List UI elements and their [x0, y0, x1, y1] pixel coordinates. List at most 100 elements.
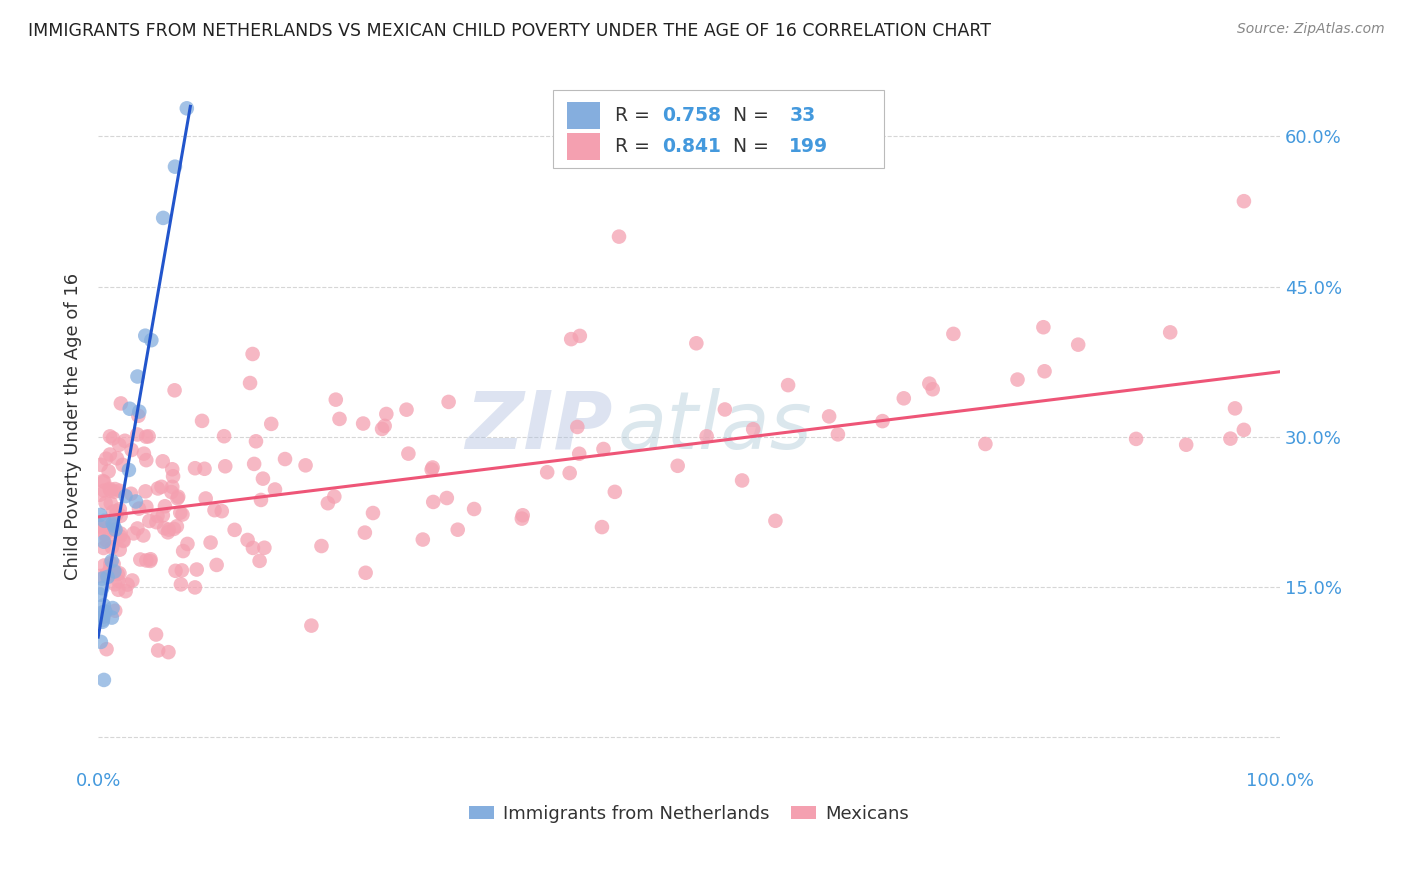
Point	[135, 430, 157, 444]
Point	[249, 554, 271, 568]
Point	[169, 506, 191, 520]
Point	[918, 376, 941, 391]
Point	[921, 382, 943, 396]
Point	[93, 534, 115, 549]
Point	[696, 429, 718, 443]
Point	[91, 609, 114, 624]
Point	[1175, 438, 1198, 452]
Point	[160, 485, 183, 500]
Point	[567, 420, 589, 434]
Point	[93, 609, 115, 624]
Point	[463, 502, 485, 516]
Point	[146, 482, 169, 496]
Point	[90, 458, 112, 472]
Point	[100, 483, 122, 498]
Point	[132, 528, 155, 542]
Point	[94, 605, 117, 619]
Point	[420, 462, 443, 476]
Bar	[567, 133, 600, 160]
Point	[138, 514, 160, 528]
Point	[135, 553, 157, 567]
Point	[447, 523, 470, 537]
Point	[152, 211, 174, 225]
Point	[122, 526, 145, 541]
Point	[104, 523, 127, 537]
Point	[412, 533, 434, 547]
Point	[1067, 337, 1090, 351]
Point	[176, 537, 198, 551]
Point	[592, 442, 614, 456]
Point	[100, 496, 122, 510]
Point	[375, 407, 398, 421]
Point	[93, 558, 115, 573]
Point	[591, 520, 613, 534]
Point	[110, 396, 132, 410]
Point	[818, 409, 841, 424]
Point	[105, 451, 128, 466]
Point	[156, 525, 179, 540]
Point	[108, 483, 131, 498]
Point	[145, 627, 167, 641]
Point	[242, 347, 264, 361]
Point	[98, 429, 121, 443]
Point	[135, 453, 157, 467]
Point	[162, 480, 184, 494]
Point	[264, 483, 287, 497]
Point	[152, 508, 174, 523]
Point	[328, 412, 350, 426]
Point	[121, 574, 143, 588]
Point	[127, 409, 149, 423]
Point	[778, 378, 800, 392]
Text: ZIP: ZIP	[465, 388, 612, 466]
Point	[242, 541, 264, 555]
Point	[94, 451, 117, 466]
Point	[352, 417, 374, 431]
Point	[160, 462, 183, 476]
Point	[245, 434, 267, 449]
Point	[96, 533, 118, 548]
Text: atlas: atlas	[619, 388, 813, 466]
Point	[108, 542, 131, 557]
Point	[93, 599, 115, 613]
Point	[134, 484, 156, 499]
Point	[1007, 373, 1029, 387]
Point	[974, 437, 997, 451]
Point	[146, 643, 169, 657]
Point	[371, 422, 394, 436]
Point	[93, 541, 115, 555]
Point	[354, 525, 377, 540]
Point	[603, 484, 626, 499]
Point	[108, 438, 131, 452]
Point	[98, 562, 121, 576]
Point	[172, 544, 194, 558]
Point	[186, 562, 208, 576]
Point	[200, 535, 222, 549]
Point	[129, 552, 152, 566]
Point	[311, 539, 333, 553]
Point	[121, 442, 143, 457]
Point	[172, 508, 194, 522]
Point	[323, 490, 346, 504]
Point	[437, 395, 460, 409]
Point	[1223, 401, 1246, 416]
Point	[96, 566, 118, 581]
Point	[103, 523, 125, 537]
Point	[98, 523, 121, 537]
Point	[325, 392, 347, 407]
Text: IMMIGRANTS FROM NETHERLANDS VS MEXICAN CHILD POVERTY UNDER THE AGE OF 16 CORRELA: IMMIGRANTS FROM NETHERLANDS VS MEXICAN C…	[28, 22, 991, 40]
Point	[422, 495, 444, 509]
Point	[536, 465, 558, 479]
Point	[89, 569, 111, 583]
Point	[94, 496, 117, 510]
Point	[152, 454, 174, 468]
Point	[101, 505, 124, 519]
Point	[108, 529, 131, 543]
Point	[163, 160, 186, 174]
Point	[107, 567, 129, 582]
Point	[105, 508, 128, 522]
Point	[250, 492, 273, 507]
Point	[568, 447, 591, 461]
Point	[170, 563, 193, 577]
Point	[274, 452, 297, 467]
Point	[103, 518, 125, 533]
